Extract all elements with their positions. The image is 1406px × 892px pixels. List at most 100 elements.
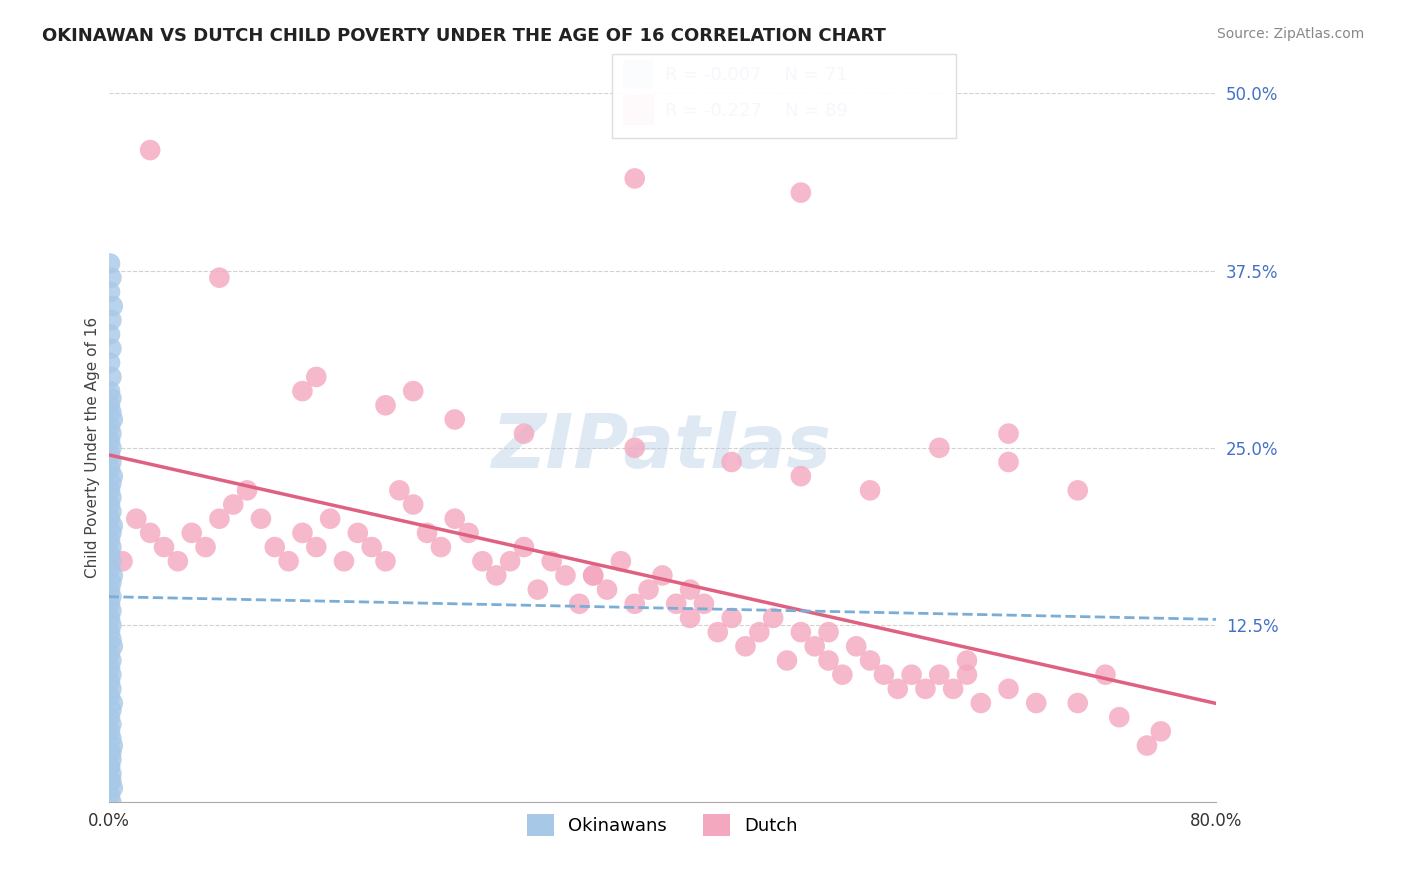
- Point: [100, 405, 122, 419]
- Point: [305, 370, 328, 384]
- Point: [859, 653, 882, 667]
- Point: [291, 525, 314, 540]
- Point: [194, 540, 217, 554]
- Point: [734, 640, 756, 654]
- Point: [98, 774, 121, 789]
- Point: [623, 441, 645, 455]
- Point: [748, 625, 770, 640]
- Point: [485, 568, 508, 582]
- Point: [100, 505, 122, 519]
- Point: [997, 426, 1019, 441]
- Point: [100, 703, 122, 717]
- Point: [623, 171, 645, 186]
- Point: [457, 525, 479, 540]
- Point: [98, 710, 121, 724]
- Point: [582, 568, 605, 582]
- Point: [98, 483, 121, 498]
- Point: [98, 582, 121, 597]
- Point: [101, 299, 124, 313]
- Point: [873, 667, 896, 681]
- Point: [333, 554, 356, 568]
- Point: [98, 647, 121, 661]
- Point: [100, 767, 122, 781]
- Point: [859, 483, 882, 498]
- Point: [98, 611, 121, 625]
- Point: [651, 568, 673, 582]
- Point: [98, 462, 121, 476]
- Point: [166, 554, 188, 568]
- Point: [100, 731, 122, 746]
- Text: R = -0.227    N = 89: R = -0.227 N = 89: [665, 102, 848, 120]
- Point: [98, 724, 121, 739]
- Point: [291, 384, 314, 398]
- Point: [970, 696, 993, 710]
- Point: [101, 739, 124, 753]
- Point: [101, 781, 124, 796]
- Point: [98, 625, 121, 640]
- Point: [831, 667, 853, 681]
- Point: [236, 483, 259, 498]
- Point: [100, 342, 122, 356]
- Point: [100, 476, 122, 491]
- Point: [100, 370, 122, 384]
- Point: [100, 525, 122, 540]
- Point: [125, 512, 148, 526]
- Point: [100, 681, 122, 696]
- Point: [596, 582, 619, 597]
- Point: [100, 554, 122, 568]
- Point: [540, 554, 562, 568]
- Point: [180, 525, 202, 540]
- Point: [1108, 710, 1130, 724]
- Point: [98, 384, 121, 398]
- Point: [319, 512, 342, 526]
- Point: [416, 525, 439, 540]
- Point: [101, 469, 124, 483]
- Point: [208, 270, 231, 285]
- Point: [98, 285, 121, 299]
- Point: [98, 760, 121, 774]
- Point: [100, 753, 122, 767]
- Point: [374, 554, 396, 568]
- Point: [956, 653, 979, 667]
- Point: [101, 696, 124, 710]
- Point: [222, 498, 245, 512]
- Point: [98, 398, 121, 412]
- Point: [101, 568, 124, 582]
- Point: [98, 788, 121, 802]
- Point: [803, 640, 825, 654]
- Point: [443, 512, 465, 526]
- Point: [305, 540, 328, 554]
- Point: [100, 667, 122, 681]
- Text: OKINAWAN VS DUTCH CHILD POVERTY UNDER THE AGE OF 16 CORRELATION CHART: OKINAWAN VS DUTCH CHILD POVERTY UNDER TH…: [42, 27, 886, 45]
- Point: [100, 604, 122, 618]
- Point: [98, 597, 121, 611]
- Point: [360, 540, 382, 554]
- Point: [568, 597, 591, 611]
- Point: [610, 554, 633, 568]
- Point: [430, 540, 453, 554]
- Point: [208, 512, 231, 526]
- Point: [513, 540, 536, 554]
- Point: [776, 653, 799, 667]
- Point: [1025, 696, 1047, 710]
- Point: [100, 540, 122, 554]
- Point: [100, 653, 122, 667]
- Point: [111, 554, 134, 568]
- Point: [956, 667, 979, 681]
- Point: [1067, 696, 1090, 710]
- Point: [1067, 483, 1090, 498]
- Point: [100, 590, 122, 604]
- Point: [263, 540, 285, 554]
- Point: [942, 681, 965, 696]
- Point: [443, 412, 465, 426]
- Text: ZIPatlas: ZIPatlas: [492, 411, 832, 484]
- Legend: Okinawans, Dutch: Okinawans, Dutch: [519, 806, 806, 843]
- Point: [98, 561, 121, 575]
- Point: [100, 455, 122, 469]
- Point: [665, 597, 688, 611]
- Point: [153, 540, 176, 554]
- Point: [100, 618, 122, 632]
- Point: [100, 632, 122, 647]
- Point: [347, 525, 370, 540]
- Point: [720, 611, 742, 625]
